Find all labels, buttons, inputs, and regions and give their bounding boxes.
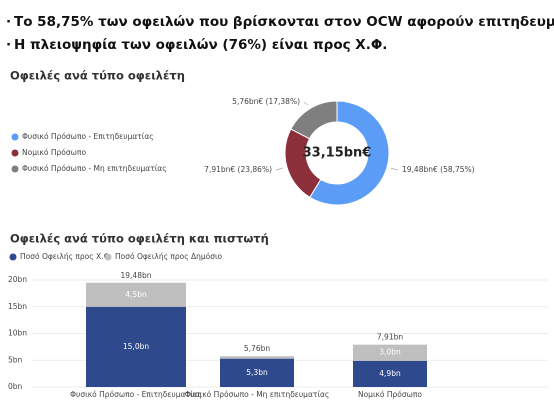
legend-label: Ποσό Οφειλής προς Χ.Φ. bbox=[20, 252, 112, 261]
data-label: 7,91bn€ (23,86%) bbox=[204, 165, 272, 174]
bar-segment bbox=[220, 358, 294, 387]
chart-title: Οφειλές ανά τύπο οφειλέτη και πιστωτή bbox=[10, 232, 269, 246]
y-tick-label: 15bn bbox=[8, 302, 27, 311]
data-label: 3,0bn bbox=[379, 348, 401, 357]
bar-segment bbox=[86, 306, 186, 387]
data-label: 4,9bn bbox=[379, 369, 401, 378]
bar-segment bbox=[86, 282, 186, 307]
bullet: Η πλειοψηφία των οφειλών (76%) είναι προ… bbox=[14, 37, 387, 53]
bar-segment bbox=[220, 356, 294, 359]
data-label: 15,0bn bbox=[123, 342, 149, 351]
legend-label: Ποσό Οφειλής προς Δημόσιο bbox=[115, 252, 223, 261]
center-label: 33,15bn€ bbox=[303, 146, 372, 161]
leader-line bbox=[303, 101, 309, 106]
y-tick-label: 0bn bbox=[8, 382, 23, 391]
legend-label: Φυσικό Πρόσωπο - Επιτηδευματίας bbox=[22, 132, 154, 141]
total-label: 5,76bn bbox=[244, 344, 270, 353]
bar-segment bbox=[353, 344, 427, 361]
legend-marker bbox=[11, 149, 19, 157]
legend-marker bbox=[11, 165, 19, 173]
bullet-dot: · bbox=[6, 14, 11, 30]
donut-slice bbox=[309, 100, 390, 206]
leader-line bbox=[390, 167, 399, 171]
bullet: Το 58,75% των οφειλών που βρίσκονται στο… bbox=[14, 14, 554, 30]
legend-label: Φυσικό Πρόσωπο - Μη επιτηδευματίας bbox=[22, 164, 167, 173]
legend-marker bbox=[11, 133, 19, 141]
legend-marker bbox=[104, 253, 112, 261]
y-tick-label: 20bn bbox=[8, 275, 27, 284]
x-tick-label: Φυσικό Πρόσωπο - Επιτηδευματίας bbox=[70, 390, 202, 399]
chart-title: Οφειλές ανά τύπο οφειλέτη bbox=[10, 69, 185, 83]
legend-label: Νομικό Πρόσωπο bbox=[22, 148, 86, 157]
leader-line bbox=[275, 167, 284, 171]
x-tick-label: Φυσικό Πρόσωπο - Μη επιτηδευματίας bbox=[185, 390, 330, 399]
data-label: 4,5bn bbox=[125, 290, 147, 299]
legend-marker bbox=[9, 253, 17, 261]
data-label: 19,48bn€ (58,75%) bbox=[402, 165, 475, 174]
donut-slice bbox=[284, 128, 322, 199]
bar-segment bbox=[353, 360, 427, 387]
total-label: 7,91bn bbox=[377, 333, 403, 342]
total-label: 19,48bn bbox=[121, 271, 152, 280]
bullet-dot: · bbox=[6, 37, 11, 53]
y-tick-label: 5bn bbox=[8, 355, 23, 364]
data-label: 5,76bn€ (17,38%) bbox=[232, 97, 300, 106]
x-tick-label: Νομικό Πρόσωπο bbox=[358, 390, 422, 399]
y-tick-label: 10bn bbox=[8, 329, 27, 338]
donut-slice bbox=[290, 100, 338, 140]
data-label: 5,3bn bbox=[246, 368, 268, 377]
